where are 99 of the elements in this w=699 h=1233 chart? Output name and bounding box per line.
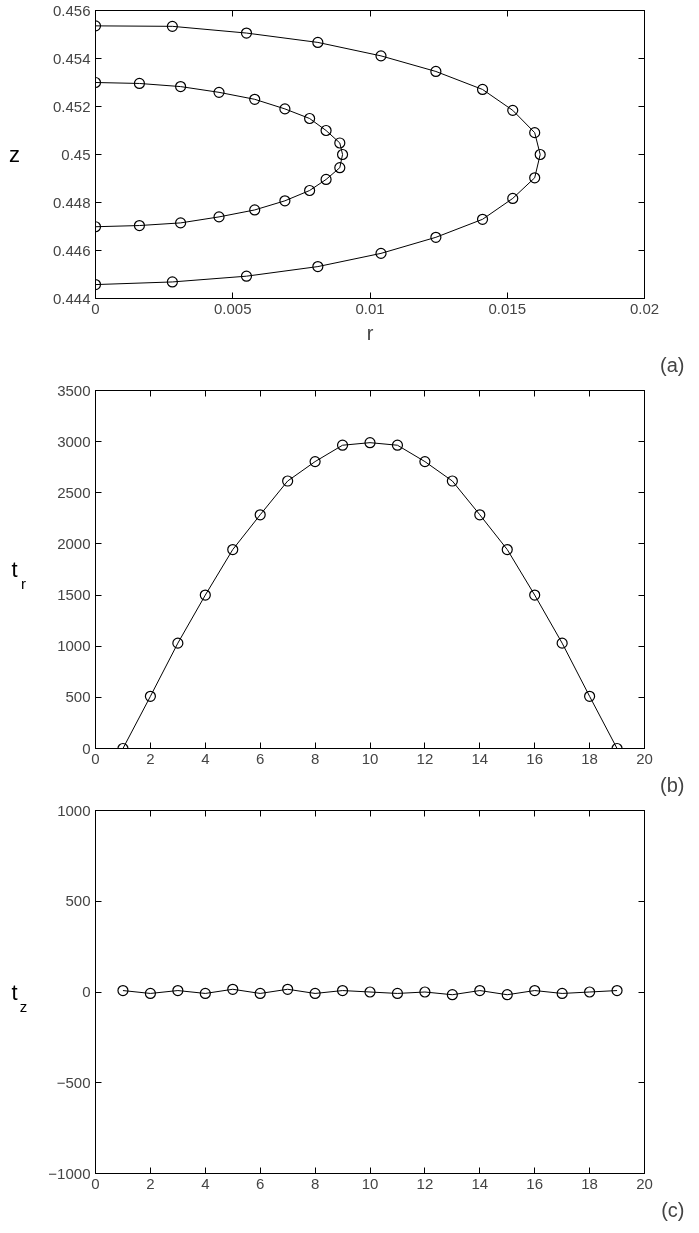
point [375, 50, 387, 62]
point [172, 637, 184, 649]
x-tick-label: 14 [471, 1174, 489, 1192]
point [175, 80, 187, 93]
point [309, 456, 321, 468]
point [529, 172, 541, 184]
x-tick-label: 10 [361, 1174, 379, 1192]
x-tick-label: 0.01 [355, 299, 385, 317]
point [320, 173, 332, 186]
point [227, 543, 239, 556]
point [213, 211, 225, 223]
point [430, 65, 442, 78]
x-tick-label: 14 [471, 749, 489, 767]
point [334, 162, 346, 174]
x-tick-label: 16 [526, 749, 544, 767]
x-tick-label: 12 [416, 1174, 434, 1192]
point [213, 86, 225, 98]
x-tick-label: 18 [581, 1174, 598, 1192]
x-tick-label: 4 [201, 1174, 210, 1192]
point [254, 509, 266, 521]
x-tick-label: 12 [416, 749, 434, 767]
y-tick-label: 1500 [57, 586, 91, 604]
point [240, 270, 253, 282]
point [446, 475, 458, 487]
point [166, 276, 178, 288]
x-tick-label: 4 [201, 749, 210, 767]
y-axis-title: z [9, 142, 20, 167]
y-tick-label: 1000 [57, 801, 91, 819]
point [501, 543, 513, 556]
x-tick-label: 6 [256, 1174, 265, 1192]
point [476, 83, 489, 96]
point [320, 124, 332, 137]
y-tick-label: −500 [56, 1073, 91, 1091]
point [507, 192, 519, 205]
point [175, 217, 187, 229]
point [312, 36, 324, 49]
y-tick-label: 0.444 [52, 289, 91, 307]
point [304, 112, 316, 125]
x-tick-label: 20 [636, 749, 653, 767]
point [529, 127, 541, 139]
point [430, 231, 442, 243]
point [166, 20, 178, 32]
point [476, 213, 489, 225]
text: (a) [660, 353, 685, 376]
point [279, 195, 291, 207]
x-tick-label: 8 [310, 1174, 320, 1192]
x-tick-label: 16 [526, 1174, 544, 1192]
point [584, 690, 596, 702]
point [391, 439, 404, 451]
point [312, 260, 324, 273]
x-tick-label: 10 [361, 749, 379, 767]
point [529, 589, 541, 601]
y-tick-label: 2000 [57, 534, 91, 552]
text: (b) [660, 773, 685, 796]
point [144, 690, 156, 702]
y-tick-label: 500 [65, 688, 91, 706]
point [364, 437, 376, 449]
x-tick-label: 8 [310, 749, 320, 767]
y-tick-label: 2500 [57, 483, 91, 501]
y-tick-label: 0.45 [61, 145, 91, 163]
x-tick-label: 0.015 [488, 299, 527, 317]
point [199, 589, 211, 601]
y-tick-label: 3500 [57, 381, 91, 399]
text: (c) [661, 1198, 685, 1221]
x-axis-title: r [366, 321, 374, 344]
y-tick-label: 0.448 [52, 193, 91, 211]
point [240, 27, 253, 39]
point [556, 637, 568, 649]
x-tick-label: 2 [146, 1174, 155, 1192]
x-tick-label: 18 [581, 749, 598, 767]
x-tick-label: 0.005 [213, 299, 252, 317]
point [507, 104, 519, 116]
point [334, 137, 346, 149]
y-tick-label: 1000 [57, 637, 91, 655]
y-tick-label: 0.446 [52, 241, 91, 259]
point [304, 184, 316, 197]
point [133, 219, 146, 232]
point [534, 148, 546, 161]
y-tick-label: 0.452 [52, 97, 91, 115]
y-tick-label: 500 [65, 892, 91, 910]
point [375, 247, 387, 259]
point [279, 103, 291, 115]
y-tick-label: 0 [82, 983, 91, 1000]
point [474, 509, 486, 521]
point [249, 204, 261, 216]
point [419, 456, 431, 468]
point [336, 148, 349, 161]
x-tick-label: 6 [256, 749, 265, 767]
y-tick-label: 0.456 [52, 1, 91, 19]
y-tick-label: −1000 [48, 1164, 91, 1182]
x-tick-label: 2 [146, 749, 155, 767]
point [336, 439, 349, 451]
x-tick-label: 20 [636, 1174, 653, 1192]
point [133, 77, 146, 90]
point [282, 475, 294, 487]
x-tick-label: 0.02 [629, 299, 660, 317]
y-tick-label: 0.454 [52, 49, 91, 67]
y-tick-label: 3000 [57, 432, 91, 450]
point [249, 93, 261, 105]
